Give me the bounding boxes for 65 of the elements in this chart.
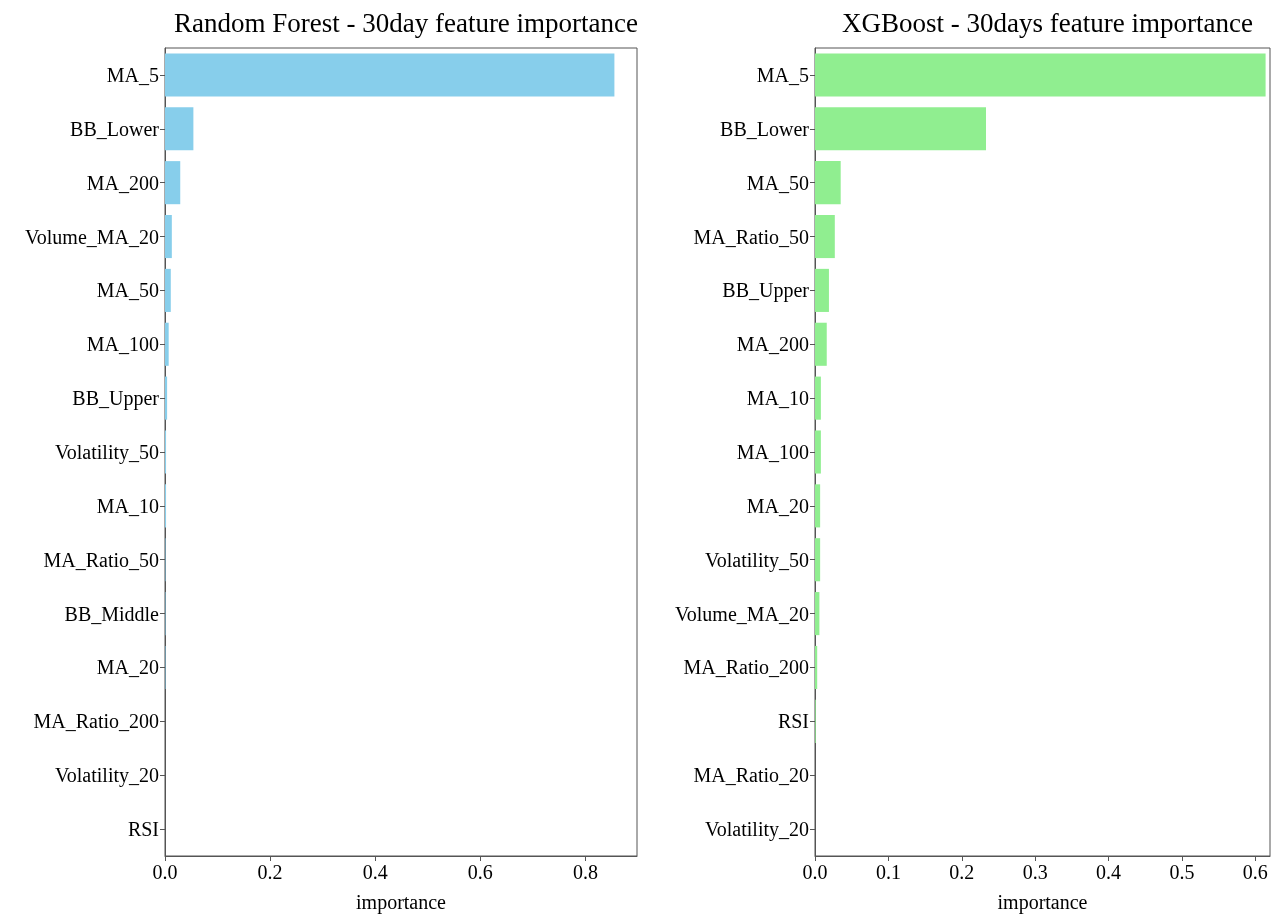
x-tick-label: 0.6 <box>467 861 493 883</box>
bar <box>165 214 172 259</box>
x-tick-label: 0.1 <box>875 861 901 883</box>
y-tick-label: Volume_MA_20 <box>24 225 159 248</box>
y-tick-label: MA_5 <box>106 63 159 86</box>
bar <box>815 214 835 259</box>
bar <box>815 322 827 366</box>
y-tick-label: MA_Ratio_200 <box>683 656 809 679</box>
y-tick-label: MA_100 <box>86 333 159 356</box>
bar <box>165 268 171 312</box>
bar <box>815 161 841 205</box>
y-tick-label: Volatility_50 <box>704 548 809 572</box>
bar <box>815 538 821 582</box>
y-tick-label: BB_Lower <box>70 117 160 140</box>
x-tick-label: 0.2 <box>257 861 283 883</box>
y-tick-label: BB_Upper <box>72 387 160 411</box>
y-tick-label: BB_Upper <box>722 279 810 303</box>
chart-title: Random Forest - 30day feature importance <box>173 7 639 38</box>
chart-title: XGBoost - 30days feature importance <box>842 7 1253 38</box>
y-tick-label: MA_100 <box>736 441 809 463</box>
y-tick-label: MA_Ratio_50 <box>43 548 159 571</box>
y-tick-label: BB_Middle <box>64 602 160 625</box>
x-tick-label: 0.4 <box>362 861 388 883</box>
y-tick-label: RSI <box>777 710 809 733</box>
bar <box>815 592 820 636</box>
x-tick-label: 0.0 <box>152 861 178 883</box>
bar <box>815 376 821 420</box>
y-tick-label: Volatility_50 <box>54 441 159 464</box>
y-tick-label: MA_20 <box>96 656 159 679</box>
y-tick-label: MA_50 <box>96 279 159 302</box>
bar <box>165 322 169 366</box>
x-axis-title: importance <box>997 891 1088 914</box>
bar <box>165 107 194 151</box>
x-tick-label: 0.3 <box>1022 861 1048 883</box>
bar <box>165 53 615 97</box>
y-tick-label: MA_20 <box>746 494 809 517</box>
x-tick-label: 0.4 <box>1096 861 1122 883</box>
x-tick-label: 0.2 <box>949 861 975 883</box>
bar <box>815 430 821 474</box>
y-tick-label: RSI <box>127 818 159 841</box>
x-tick-label: 0.8 <box>572 861 598 883</box>
y-tick-label: MA_10 <box>746 387 809 410</box>
x-tick-label: 0.6 <box>1242 861 1268 883</box>
y-tick-label: Volume_MA_20 <box>674 602 809 625</box>
bar <box>815 645 818 690</box>
y-tick-label: MA_Ratio_20 <box>693 764 809 787</box>
y-tick-label: Volatility_20 <box>54 764 159 788</box>
y-tick-label: MA_200 <box>86 171 159 194</box>
x-tick-label: 0.5 <box>1169 861 1195 883</box>
bar <box>815 484 821 528</box>
y-tick-label: BB_Lower <box>720 117 810 140</box>
bar <box>165 376 168 420</box>
bar <box>815 268 829 312</box>
y-tick-label: MA_Ratio_200 <box>33 710 159 733</box>
y-tick-label: MA_10 <box>96 494 159 517</box>
bar <box>815 107 986 151</box>
y-tick-label: MA_Ratio_50 <box>693 225 809 248</box>
x-axis-title: importance <box>356 891 447 914</box>
y-tick-label: MA_200 <box>736 333 809 356</box>
x-tick-label: 0.0 <box>802 861 828 883</box>
bar <box>165 161 181 205</box>
bar <box>815 53 1266 97</box>
y-tick-label: MA_50 <box>746 171 809 194</box>
y-tick-label: Volatility_20 <box>704 818 809 842</box>
y-tick-label: MA_5 <box>756 63 809 86</box>
